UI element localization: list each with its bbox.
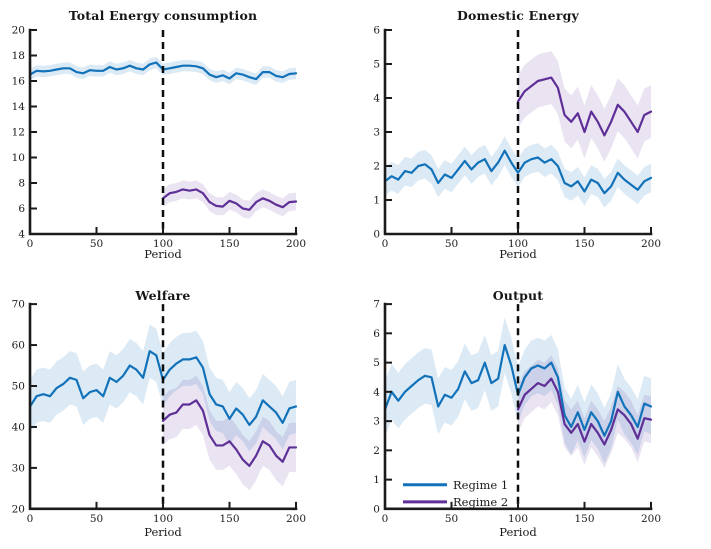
y-tick-label: 20 (12, 25, 25, 37)
axis-lines (383, 28, 653, 236)
x-tick-label: 50 (90, 238, 103, 250)
y-tick-label: 4 (18, 229, 25, 241)
x-tick-label: 200 (286, 238, 306, 250)
y-tick-label: 7 (373, 299, 380, 311)
y-tick-label: 0 (373, 229, 380, 241)
y-tick-label: 2 (373, 161, 380, 173)
chart-output: 0 1 2 3 4 5 6 7 0 50 100 150 200 Regime 1 Regime 2 Out… (355, 274, 711, 549)
y-tick-label: 20 (12, 503, 25, 515)
x-tick-label: 0 (27, 513, 34, 525)
x-tick-label: 50 (90, 513, 103, 525)
x-tick-label: 0 (382, 513, 389, 525)
chart-domestic-energy: 0 1 2 3 4 5 6 0 50 100 150 200 Domestic Energy Peri… (355, 0, 711, 274)
domestic-energy-plot: 0 1 2 3 4 5 6 0 50 100 150 200 (373, 25, 661, 251)
y-tick-label: 50 (12, 381, 25, 393)
y-tick-label: 1 (373, 195, 380, 207)
x-tick-label: 100 (508, 513, 528, 525)
welfare-plot: 20 30 40 50 60 70 0 50 100 150 200 (12, 299, 306, 525)
x-tick-label: 200 (641, 238, 661, 250)
output-plot: 0 1 2 3 4 5 6 7 0 50 100 150 200 Regime 1 Regime 2 (373, 299, 661, 525)
x-tick-label: 150 (219, 513, 239, 525)
x-axis-label: Period (499, 525, 537, 539)
x-tick-label: 200 (641, 513, 661, 525)
y-tick-label: 1 (373, 474, 380, 486)
x-tick-label: 150 (219, 238, 239, 250)
x-tick-label: 200 (286, 513, 306, 525)
y-tick-label: 4 (373, 93, 380, 105)
y-tick-label: 18 (12, 50, 25, 62)
x-tick-label: 150 (574, 238, 594, 250)
x-tick-label: 100 (153, 238, 173, 250)
axis-lines (383, 302, 653, 511)
chart-title: Welfare (135, 288, 191, 303)
x-tick-label: 150 (574, 513, 594, 525)
confidence-band (163, 375, 296, 491)
y-tick-label: 30 (12, 462, 25, 474)
series-line (516, 76, 653, 137)
chart-title: Total Energy consumption (68, 8, 258, 23)
x-axis-label: Period (144, 247, 182, 261)
axis-lines (28, 302, 298, 511)
y-tick-label: 6 (373, 328, 380, 340)
chart-welfare: 20 30 40 50 60 70 0 50 100 150 200 Welfare Period (0, 274, 355, 549)
y-tick-label: 14 (12, 101, 26, 113)
x-tick-label: 100 (508, 238, 528, 250)
chart-title: Output (492, 288, 544, 303)
y-tick-label: 5 (373, 59, 380, 71)
y-tick-label: 2 (373, 445, 380, 457)
series-line (383, 149, 653, 195)
series-line (161, 399, 298, 468)
chart-title: Domestic Energy (456, 8, 580, 23)
legend-label: Regime 2 (453, 495, 508, 509)
y-tick-label: 3 (373, 416, 380, 428)
x-axis-label: Period (144, 525, 182, 539)
y-tick-label: 8 (18, 178, 25, 190)
y-tick-label: 16 (12, 76, 26, 88)
x-tick-label: 100 (153, 513, 173, 525)
x-tick-label: 0 (382, 238, 389, 250)
x-tick-label: 50 (445, 513, 458, 525)
y-tick-label: 70 (12, 299, 25, 311)
y-tick-label: 6 (373, 25, 380, 37)
series-line (161, 188, 298, 211)
y-tick-label: 0 (373, 503, 380, 515)
confidence-band (163, 180, 296, 219)
y-tick-label: 5 (373, 357, 380, 369)
y-tick-label: 12 (12, 127, 25, 139)
legend-label: Regime 1 (453, 478, 508, 492)
x-axis-label: Period (499, 247, 537, 261)
axis-lines (28, 28, 298, 236)
y-tick-label: 10 (12, 152, 25, 164)
y-tick-label: 40 (12, 421, 25, 433)
y-tick-label: 3 (373, 127, 380, 139)
confidence-band (518, 355, 651, 468)
y-tick-label: 4 (373, 386, 380, 398)
series-line (516, 377, 653, 446)
x-tick-label: 0 (27, 238, 34, 250)
y-tick-label: 60 (12, 340, 25, 352)
y-tick-label: 6 (18, 203, 25, 215)
x-tick-label: 50 (445, 238, 458, 250)
chart-total-energy-consumption: 4 6 8 10 12 14 16 18 20 0 50 100 150 200 Total Energy… (0, 0, 355, 274)
